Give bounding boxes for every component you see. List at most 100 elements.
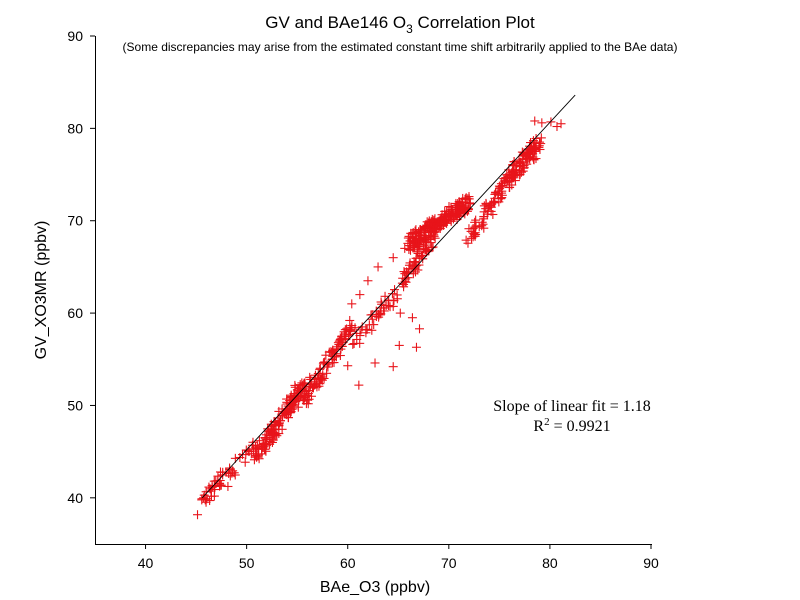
data-point bbox=[323, 362, 333, 372]
y-tick-label: 70 bbox=[67, 213, 83, 229]
x-tick-label: 80 bbox=[542, 555, 558, 571]
data-point bbox=[411, 253, 421, 263]
data-point bbox=[290, 380, 300, 390]
data-point bbox=[503, 175, 513, 185]
data-point bbox=[437, 215, 447, 225]
data-point bbox=[369, 320, 379, 330]
data-point bbox=[257, 444, 267, 454]
chart-subtitle: (Some discrepancies may arise from the e… bbox=[123, 40, 678, 54]
data-point bbox=[282, 394, 292, 404]
data-point bbox=[485, 200, 495, 210]
data-point bbox=[312, 382, 322, 392]
data-point bbox=[327, 358, 337, 368]
data-point bbox=[348, 339, 358, 349]
y-tick-label: 50 bbox=[67, 397, 83, 413]
data-point bbox=[507, 180, 517, 190]
data-point bbox=[411, 342, 421, 352]
data-point bbox=[417, 251, 427, 261]
data-point bbox=[461, 235, 471, 245]
x-tick-label: 70 bbox=[441, 555, 457, 571]
data-point bbox=[420, 223, 430, 233]
data-point bbox=[310, 380, 320, 390]
data-point bbox=[403, 269, 413, 279]
data-point bbox=[411, 234, 421, 244]
data-point bbox=[453, 199, 463, 209]
data-point bbox=[408, 236, 418, 246]
data-point bbox=[367, 314, 377, 324]
data-point bbox=[202, 494, 212, 504]
data-point bbox=[510, 169, 520, 179]
data-point bbox=[530, 116, 540, 126]
data-point bbox=[537, 118, 547, 128]
data-point bbox=[341, 331, 351, 341]
data-point bbox=[392, 290, 402, 300]
data-point bbox=[496, 181, 506, 191]
data-point bbox=[410, 267, 420, 277]
data-point bbox=[315, 363, 325, 373]
data-point bbox=[389, 295, 399, 305]
data-point bbox=[411, 228, 421, 238]
data-point bbox=[387, 289, 397, 299]
data-point bbox=[345, 325, 355, 335]
x-tick-label: 40 bbox=[138, 555, 154, 571]
y-tick-label: 40 bbox=[67, 490, 83, 506]
chart-title: GV and BAe146 O3 Correlation Plot bbox=[265, 13, 535, 36]
data-point bbox=[304, 394, 314, 404]
data-point bbox=[375, 308, 385, 318]
data-point bbox=[278, 411, 288, 421]
data-point bbox=[427, 243, 437, 253]
data-point bbox=[478, 219, 488, 229]
data-point bbox=[373, 262, 383, 272]
data-point bbox=[431, 224, 441, 234]
data-point bbox=[367, 325, 377, 335]
data-point bbox=[299, 390, 309, 400]
data-point bbox=[441, 209, 451, 219]
data-point bbox=[218, 470, 228, 480]
slope-annotation: Slope of linear fit = 1.18 bbox=[493, 398, 650, 415]
data-point bbox=[519, 163, 529, 173]
chart-title-subscript: 3 bbox=[406, 22, 413, 36]
data-point bbox=[347, 299, 357, 309]
data-point bbox=[269, 421, 279, 431]
x-tick-label: 60 bbox=[340, 555, 356, 571]
data-point bbox=[420, 232, 430, 242]
data-point bbox=[495, 182, 505, 192]
data-point bbox=[305, 372, 315, 382]
data-point bbox=[404, 241, 414, 251]
data-point bbox=[215, 478, 225, 488]
data-point bbox=[511, 165, 521, 175]
data-point bbox=[465, 199, 475, 209]
data-point bbox=[324, 347, 334, 357]
data-point bbox=[350, 323, 360, 333]
x-tick-label: 90 bbox=[643, 555, 659, 571]
data-point bbox=[402, 267, 412, 277]
data-point bbox=[556, 119, 566, 129]
r2-annotation: R2 = 0.9921 bbox=[533, 416, 610, 435]
data-point bbox=[314, 373, 324, 383]
data-point bbox=[385, 302, 395, 312]
data-point bbox=[197, 495, 207, 505]
data-point bbox=[428, 242, 438, 252]
data-point bbox=[400, 243, 410, 253]
data-point bbox=[259, 438, 269, 448]
data-point bbox=[374, 310, 384, 320]
data-point bbox=[526, 138, 536, 148]
data-point bbox=[536, 139, 546, 149]
data-point bbox=[381, 301, 391, 311]
data-point bbox=[379, 306, 389, 316]
data-point bbox=[361, 325, 371, 335]
data-point bbox=[424, 218, 434, 228]
data-point bbox=[512, 158, 522, 168]
data-points bbox=[193, 116, 566, 520]
data-point bbox=[271, 424, 281, 434]
r2-superscript: 2 bbox=[544, 416, 550, 428]
data-point bbox=[370, 358, 380, 368]
data-point bbox=[251, 451, 261, 461]
y-axis-label: GV_XO3MR (ppbv) bbox=[33, 221, 50, 360]
data-point bbox=[322, 368, 332, 378]
data-point bbox=[275, 416, 285, 426]
data-point bbox=[424, 231, 434, 241]
data-point bbox=[468, 224, 478, 234]
data-point bbox=[335, 351, 345, 361]
